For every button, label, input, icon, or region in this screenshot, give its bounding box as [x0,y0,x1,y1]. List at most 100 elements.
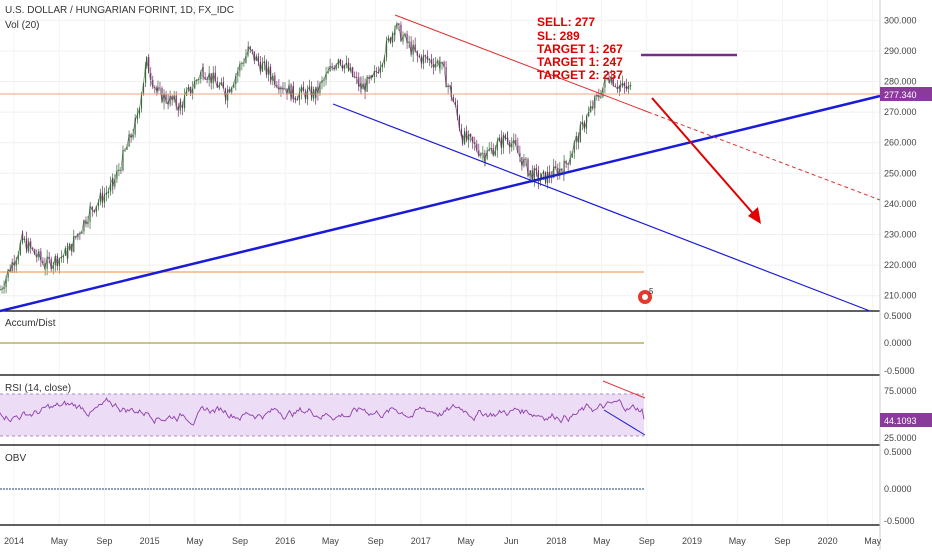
candle-body [132,134,134,138]
candle-body [46,256,48,269]
rsi-divergence-top[interactable] [602,380,646,399]
candle-body [177,106,179,111]
resistance-trendline-dashed[interactable] [647,111,881,201]
candle-body [345,62,348,66]
candle-body [13,262,15,266]
candle-body [212,72,214,84]
candle-body [69,243,71,251]
candle-body [126,146,128,150]
candle-body [152,79,154,87]
candle-body [77,233,79,238]
candle-body [569,157,571,165]
candle-body [294,97,296,100]
candle-body [249,46,251,50]
candle-body [535,168,537,171]
candle-body [103,194,106,203]
volume-label: Vol (20) [5,20,39,31]
candle-body [561,168,563,171]
candle-body [140,95,143,109]
candle-body [298,92,301,100]
candle-body [227,89,229,101]
sell-projection-arrow[interactable] [651,97,761,224]
candle-body [412,44,414,55]
candle-body [38,251,40,258]
candle-body [476,143,478,151]
candle-body [364,83,366,92]
candle-body [89,206,91,222]
candle-body [243,62,245,64]
candle-body [26,238,28,252]
candle-body [229,89,231,93]
price-tick-label: 290.000 [884,46,917,56]
candle-body [449,85,451,87]
descending-channel-lower-line[interactable] [332,103,871,312]
candle-body [626,86,628,90]
axis-tick-label: 0.0000 [884,484,912,494]
rsi-value-label: 44.1093 [884,416,917,426]
candle-body [431,59,433,65]
accum-dist-label: Accum/Dist [5,318,56,329]
candle-body [424,55,427,57]
annotation-sl: SL: 289 [537,29,580,43]
candle-body [468,134,470,141]
candle-body [612,77,614,86]
candle-body [614,85,616,87]
candle-body [257,56,259,62]
candle-body [278,86,280,90]
candle-body [302,86,305,92]
candle-body [214,72,216,82]
candle-body [571,152,573,158]
rsi-divergence-bottom[interactable] [603,409,646,436]
candle-body [348,62,350,71]
candle-body [218,84,220,88]
candle-body [282,87,284,90]
candle-body [443,62,445,67]
last-price-label: 277.340 [884,90,917,100]
candle-body [575,136,577,143]
accum-dist-axis: 0.5000 0.0000 -0.5000 [884,311,915,376]
resistance-trendline-solid[interactable] [394,14,649,113]
rsi-value-badge: 44.1093 [880,413,932,427]
candle-body [11,262,13,272]
candle-body [484,152,486,163]
candle-body [498,137,500,142]
candle-body [557,167,559,177]
candle-body [370,75,372,79]
candle-body [573,142,575,153]
time-tick-label: Sep [232,536,248,546]
candle-body [81,231,83,234]
long-term-support-trendline[interactable] [0,94,881,313]
candle-body [447,85,449,88]
candle-body [317,86,319,94]
candle-body [83,220,85,232]
candle-body [321,80,323,84]
candle-body [343,65,346,69]
candle-body [251,49,253,52]
candle-body [577,136,579,143]
candle-body [192,88,194,94]
candle-body [7,269,9,278]
candle-body [433,64,435,68]
candle-body [480,153,482,156]
candle-body [472,136,474,143]
candle-body [208,73,210,80]
candle-body [509,142,511,148]
candle-body [385,40,388,58]
candle-body [358,77,360,87]
candle-body [274,75,276,85]
candle-body [17,254,19,261]
candle-body [190,86,192,94]
axis-tick-label: -0.5000 [884,366,915,376]
candle-body [124,149,126,151]
candle-body [486,150,488,159]
candle-body [383,57,386,65]
candle-body [604,78,606,88]
time-tick-label: Sep [368,536,384,546]
candle-body [220,82,222,85]
candle-body [280,87,282,90]
candle-body [621,82,624,87]
candle-body [60,256,62,259]
candle-body [138,108,141,115]
candle-body [134,118,136,135]
